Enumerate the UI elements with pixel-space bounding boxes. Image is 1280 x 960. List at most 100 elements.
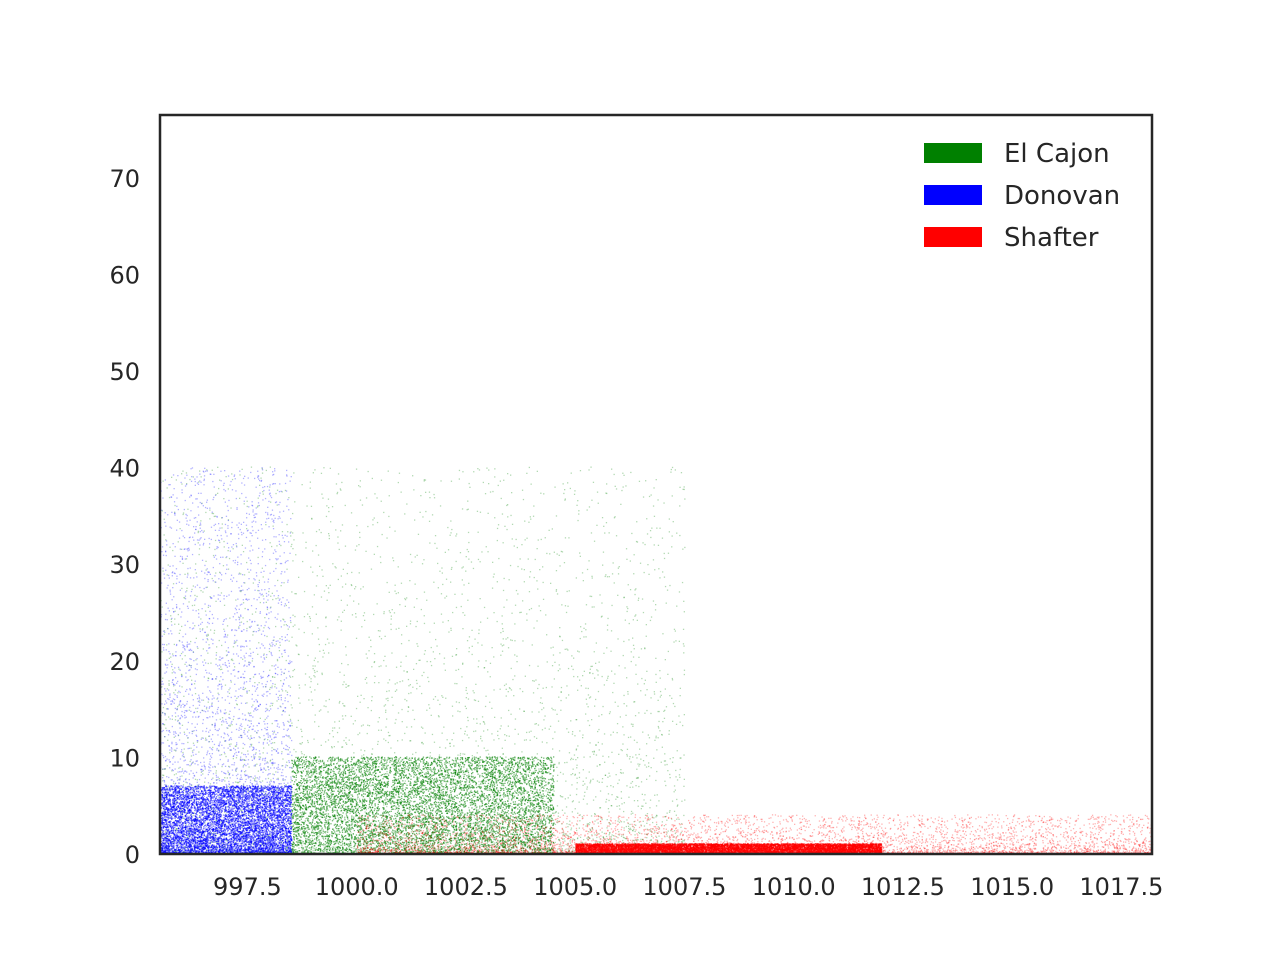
data-point [464, 826, 465, 827]
data-point [545, 810, 546, 811]
data-point [223, 629, 224, 630]
data-point [435, 758, 436, 759]
data-point [546, 742, 547, 743]
data-point [359, 766, 360, 767]
data-point [353, 802, 354, 803]
data-point [554, 791, 555, 792]
data-point [521, 763, 522, 764]
data-point [410, 760, 411, 761]
data-point [298, 798, 299, 799]
data-point [511, 784, 512, 785]
data-point [633, 829, 634, 830]
data-point [650, 537, 651, 538]
data-point [286, 660, 287, 661]
data-point [220, 822, 221, 823]
data-point [445, 698, 446, 699]
data-point [292, 804, 293, 805]
data-point [557, 775, 558, 776]
data-point [308, 699, 309, 700]
data-point [178, 768, 179, 769]
data-point [619, 566, 620, 567]
data-point [167, 688, 168, 689]
data-point [639, 481, 640, 482]
data-point [322, 807, 323, 808]
data-point [552, 665, 553, 666]
data-point [275, 626, 276, 627]
data-point [497, 621, 498, 622]
data-point [666, 820, 667, 821]
data-point [441, 760, 442, 761]
data-point [352, 614, 353, 615]
data-point [314, 670, 315, 671]
data-point [562, 640, 563, 641]
data-point [619, 779, 620, 780]
data-point [567, 649, 568, 650]
data-point [355, 586, 356, 587]
data-point [496, 847, 497, 848]
data-point [364, 763, 365, 764]
data-point [644, 764, 645, 765]
data-point [427, 832, 428, 833]
data-point [446, 781, 447, 782]
data-point [425, 789, 426, 790]
data-point [338, 826, 339, 827]
data-point [225, 685, 226, 686]
data-point [637, 620, 638, 621]
data-point [462, 740, 463, 741]
data-point [202, 773, 203, 774]
data-point [392, 847, 393, 848]
data-point [332, 850, 333, 851]
data-point [391, 760, 392, 761]
data-point [171, 621, 172, 622]
data-point [452, 764, 453, 765]
data-point [457, 711, 458, 712]
data-point [311, 846, 312, 847]
data-point [408, 759, 409, 760]
data-point [375, 789, 376, 790]
data-point [395, 809, 396, 810]
data-point [447, 774, 448, 775]
data-point [544, 801, 545, 802]
data-point [367, 707, 368, 708]
data-point [409, 842, 410, 843]
data-point [337, 536, 338, 537]
data-point [365, 811, 366, 812]
data-point [270, 542, 271, 543]
data-point [401, 800, 402, 801]
data-point [184, 748, 185, 749]
data-point [339, 814, 340, 815]
data-point [275, 598, 276, 599]
data-point [316, 773, 317, 774]
data-point [298, 577, 299, 578]
data-point [598, 716, 599, 717]
data-point [289, 715, 290, 716]
data-point [321, 569, 322, 570]
data-point [593, 754, 594, 755]
data-point [624, 597, 625, 598]
data-point [350, 761, 351, 762]
data-point [675, 790, 676, 791]
data-point [457, 755, 458, 756]
data-point [538, 724, 539, 725]
data-point [267, 816, 268, 817]
data-point [310, 482, 311, 483]
data-point [410, 554, 411, 555]
data-point [589, 822, 590, 823]
data-point [340, 845, 341, 846]
data-point [304, 835, 305, 836]
data-point [484, 777, 485, 778]
data-point [417, 811, 418, 812]
data-point [529, 576, 530, 577]
data-point [318, 828, 319, 829]
data-point [183, 512, 184, 513]
data-point [314, 793, 315, 794]
data-point [676, 819, 677, 820]
data-point [653, 559, 654, 560]
data-point [319, 566, 320, 567]
data-point [508, 759, 509, 760]
data-point [649, 496, 650, 497]
data-point [532, 791, 533, 792]
data-point [472, 772, 473, 773]
data-point [341, 818, 342, 819]
data-point [300, 793, 301, 794]
